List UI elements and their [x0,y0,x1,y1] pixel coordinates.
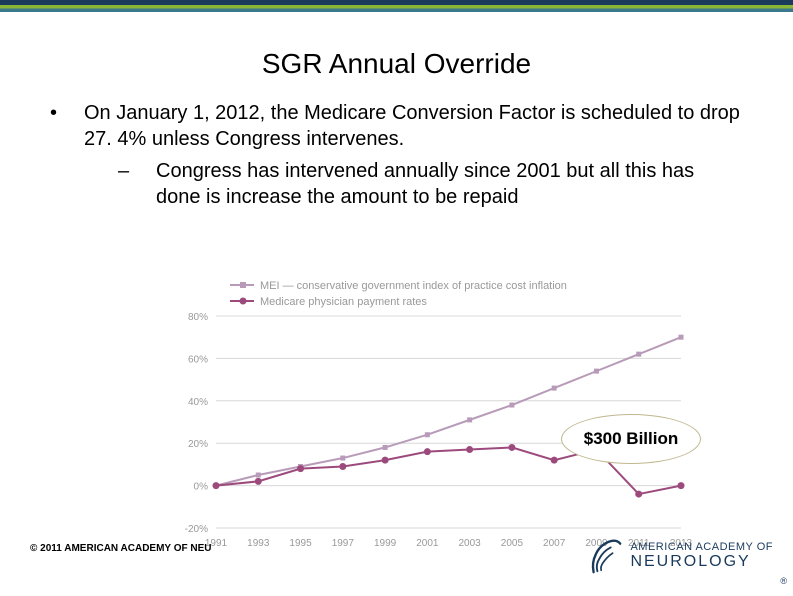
svg-text:-20%: -20% [185,524,208,535]
svg-text:2005: 2005 [501,538,524,549]
neurology-brain-icon [586,536,624,576]
logo-text: AMERICAN ACADEMY OF NEUROLOGY [630,541,773,571]
logo-line1: AMERICAN ACADEMY OF [630,541,773,553]
content-area: • On January 1, 2012, the Medicare Conve… [0,100,793,210]
top-border-stripe [0,0,793,12]
svg-text:1999: 1999 [374,538,397,549]
aan-logo: AMERICAN ACADEMY OF NEUROLOGY [586,536,773,576]
copyright-text: © 2011 AMERICAN ACADEMY OF NEU [30,543,211,554]
logo-line2: NEUROLOGY [630,553,773,571]
registered-mark: ® [780,576,787,586]
svg-text:1993: 1993 [247,538,270,549]
sub-bullet-text: Congress has intervened annually since 2… [156,158,743,210]
svg-text:2001: 2001 [416,538,439,549]
bullet-text: On January 1, 2012, the Medicare Convers… [84,100,743,152]
svg-text:1995: 1995 [289,538,312,549]
bullet-marker: • [50,100,84,152]
sub-bullet-marker: – [118,158,156,210]
line-chart: -20%0%20%40%60%80%1991199319951997199920… [160,268,700,558]
svg-text:MEI — conservative government: MEI — conservative government index of p… [260,280,567,292]
sub-bullet: – Congress has intervened annually since… [50,158,743,210]
svg-text:1997: 1997 [332,538,355,549]
svg-text:20%: 20% [188,439,208,450]
svg-text:60%: 60% [188,354,208,365]
callout-bubble: $300 Billion [561,414,701,464]
bullet-main: • On January 1, 2012, the Medicare Conve… [50,100,743,152]
svg-text:Medicare physician payment rat: Medicare physician payment rates [260,296,427,308]
svg-text:2003: 2003 [459,538,482,549]
slide-title: SGR Annual Override [0,48,793,80]
svg-text:0%: 0% [194,482,209,493]
svg-text:80%: 80% [188,312,208,323]
svg-text:40%: 40% [188,397,208,408]
svg-text:2007: 2007 [543,538,566,549]
